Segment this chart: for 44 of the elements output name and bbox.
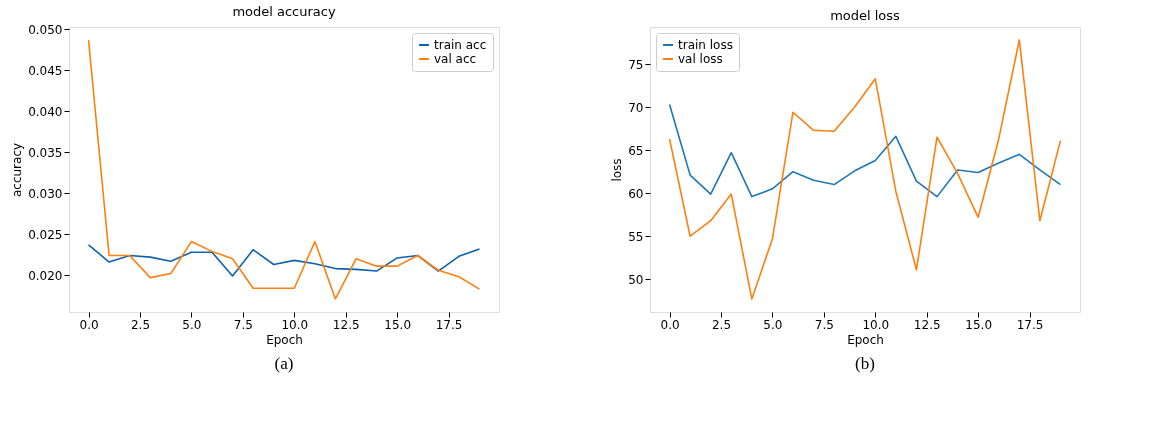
x-tick-label: 17.5 bbox=[435, 317, 463, 332]
y-tick-label: 0.020 bbox=[28, 268, 63, 283]
line-series bbox=[668, 103, 1062, 198]
y-tick-label: 50 bbox=[628, 272, 644, 287]
x-tick-label: 15.0 bbox=[384, 317, 412, 332]
x-tick-label: 12.5 bbox=[913, 317, 941, 332]
line-series bbox=[668, 39, 1062, 300]
text: (b) bbox=[855, 354, 875, 373]
legend-label: val loss bbox=[678, 52, 723, 66]
x-tick-label: 10.0 bbox=[281, 317, 309, 332]
chart-title: model accuracy bbox=[232, 4, 336, 20]
y-tick-label: 65 bbox=[628, 143, 644, 158]
x-tick-label: 5.0 bbox=[763, 317, 783, 332]
y-tick-label: 75 bbox=[628, 57, 644, 72]
x-tick-label: 17.5 bbox=[1016, 317, 1044, 332]
x-tick-label: 15.0 bbox=[965, 317, 993, 332]
x-tick-label: 12.5 bbox=[332, 317, 360, 332]
y-tick-label: 60 bbox=[628, 186, 644, 201]
x-tick-label: 0.0 bbox=[660, 317, 680, 332]
y-tick-label: 70 bbox=[628, 100, 644, 115]
x-axis-title: Epoch bbox=[847, 332, 884, 347]
x-tick-label: 10.0 bbox=[862, 317, 890, 332]
y-tick-label: 0.035 bbox=[28, 145, 63, 160]
text: (a) bbox=[274, 354, 294, 373]
x-tick-label: 0.0 bbox=[79, 317, 99, 332]
y-tick-label: 55 bbox=[628, 229, 644, 244]
legend-label: train acc bbox=[434, 38, 487, 52]
chart-title: model loss bbox=[830, 8, 901, 23]
x-tick-label: 2.5 bbox=[130, 317, 151, 332]
legend-label: val acc bbox=[434, 52, 477, 66]
y-tick-label: 0.045 bbox=[28, 63, 63, 78]
y-tick-label: 0.050 bbox=[28, 22, 63, 37]
x-tick-label: 2.5 bbox=[711, 317, 732, 332]
y-axis-title: accuracy bbox=[10, 142, 25, 198]
x-tick-label: 7.5 bbox=[233, 317, 253, 332]
y-tick-label: 0.040 bbox=[28, 104, 63, 119]
y-tick-label: 0.025 bbox=[28, 227, 63, 242]
y-axis-title: loss bbox=[610, 158, 625, 182]
legend-label: train loss bbox=[678, 38, 733, 52]
x-axis-title: Epoch bbox=[266, 332, 303, 347]
x-tick-label: 7.5 bbox=[814, 317, 834, 332]
y-tick-label: 0.030 bbox=[28, 186, 63, 201]
x-tick-label: 5.0 bbox=[182, 317, 202, 332]
line-series bbox=[87, 244, 481, 277]
